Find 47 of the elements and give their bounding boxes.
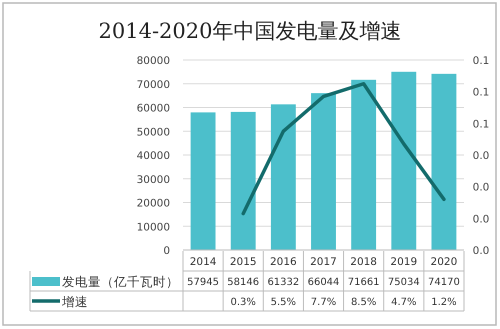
y2-tick-label: 0.1 <box>472 86 490 99</box>
y-tick-label: 60000 <box>136 102 170 114</box>
legend-label: 增速 <box>61 294 88 309</box>
data-label: 75034 <box>388 277 420 288</box>
data-label: 0.3% <box>230 297 256 308</box>
y-tick-label: 0 <box>163 245 170 257</box>
x-tick-label: 2019 <box>390 256 418 268</box>
y2-tick-label: 0.1 <box>472 55 490 67</box>
data-label: 66044 <box>308 277 340 288</box>
data-label: 7.7% <box>310 297 336 308</box>
data-label: 8.5% <box>350 297 376 308</box>
bar <box>351 80 376 250</box>
y2-tick-label: 0.0 <box>472 182 490 194</box>
data-label: 74170 <box>428 277 460 288</box>
y-tick-label: 70000 <box>136 78 170 91</box>
bar <box>311 93 336 250</box>
data-label: 1.2% <box>431 297 457 308</box>
data-label: 71661 <box>348 277 380 288</box>
y-tick-label: 30000 <box>136 174 170 186</box>
x-tick-label: 2016 <box>270 256 298 268</box>
bar <box>190 112 216 250</box>
bar <box>270 104 296 250</box>
y2-tick-label: 0.0 <box>472 245 490 257</box>
data-label: 57945 <box>187 277 219 288</box>
data-label: 58146 <box>227 277 260 288</box>
y2-tick-label: 0.0 <box>472 150 490 162</box>
y-tick-label: 20000 <box>136 198 170 210</box>
y2-tick-label: 0.1 <box>472 118 490 130</box>
bar <box>431 74 456 250</box>
y-tick-label: 10000 <box>136 221 170 234</box>
bar <box>230 112 256 250</box>
y-tick-label: 80000 <box>136 55 170 67</box>
data-label: 4.7% <box>391 297 416 308</box>
y2-tick-label: 0.0 <box>472 213 490 226</box>
x-tick-label: 2018 <box>350 256 378 268</box>
x-tick-label: 2017 <box>310 256 337 268</box>
y-tick-label: 50000 <box>136 126 170 138</box>
x-tick-label: 2014 <box>190 256 217 268</box>
y-tick-label: 40000 <box>136 150 170 162</box>
line-series <box>241 82 446 216</box>
chart-title: 2014-2020年中国发电量及增速 <box>98 19 402 43</box>
x-tick-label: 2020 <box>430 256 458 268</box>
x-tick-label: 2015 <box>230 256 257 268</box>
legend-label: 发电量（亿千瓦时） <box>62 274 179 289</box>
bar <box>391 72 416 250</box>
data-label: 61332 <box>267 277 300 288</box>
data-label: 5.5% <box>270 297 296 308</box>
